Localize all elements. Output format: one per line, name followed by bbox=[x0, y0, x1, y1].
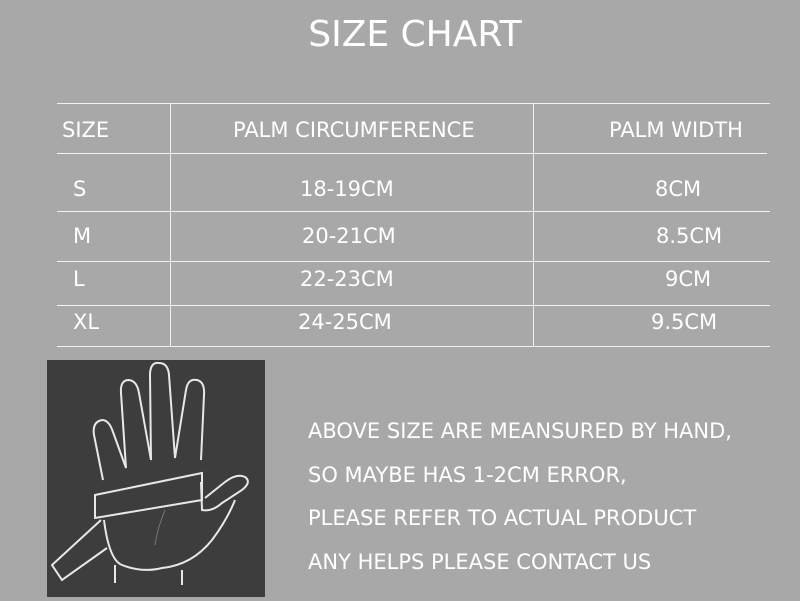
width-cell: 8.5CM bbox=[656, 224, 723, 248]
circumference-cell: 24-25CM bbox=[298, 310, 392, 334]
size-cell: S bbox=[73, 177, 87, 201]
circumference-cell: 22-23CM bbox=[300, 267, 394, 291]
note-line: SO MAYBE HAS 1-2CM ERROR, bbox=[308, 462, 627, 487]
circumference-cell: 20-21CM bbox=[302, 224, 396, 248]
table-divider bbox=[57, 346, 770, 347]
hand-measuring-tape-icon bbox=[47, 360, 265, 597]
header-size: SIZE bbox=[62, 118, 110, 142]
page-title: SIZE CHART bbox=[308, 14, 522, 55]
note-line: PLEASE REFER TO ACTUAL PRODUCT bbox=[308, 506, 697, 530]
circumference-cell: 18-19CM bbox=[300, 177, 394, 201]
width-cell: 9.5CM bbox=[651, 310, 718, 334]
size-notes: ABOVE SIZE ARE MEANSURED BY HAND, SO MAY… bbox=[308, 410, 732, 584]
size-cell: XL bbox=[73, 310, 100, 334]
table-divider bbox=[57, 261, 770, 262]
table-divider bbox=[57, 305, 770, 306]
table-divider bbox=[57, 153, 767, 154]
size-cell: L bbox=[73, 267, 85, 291]
column-divider bbox=[170, 104, 171, 346]
width-cell: 9CM bbox=[665, 267, 712, 291]
size-cell: M bbox=[73, 224, 92, 248]
table-divider bbox=[57, 211, 770, 212]
note-line: ABOVE SIZE ARE MEANSURED BY HAND, bbox=[308, 419, 732, 443]
column-divider bbox=[533, 104, 534, 346]
header-palm-width: PALM WIDTH bbox=[609, 118, 743, 142]
header-palm-circumference: PALM CIRCUMFERENCE bbox=[233, 118, 475, 142]
table-divider bbox=[57, 103, 770, 104]
note-line: ANY HELPS PLEASE CONTACT US bbox=[308, 549, 652, 574]
width-cell: 8CM bbox=[655, 177, 702, 201]
